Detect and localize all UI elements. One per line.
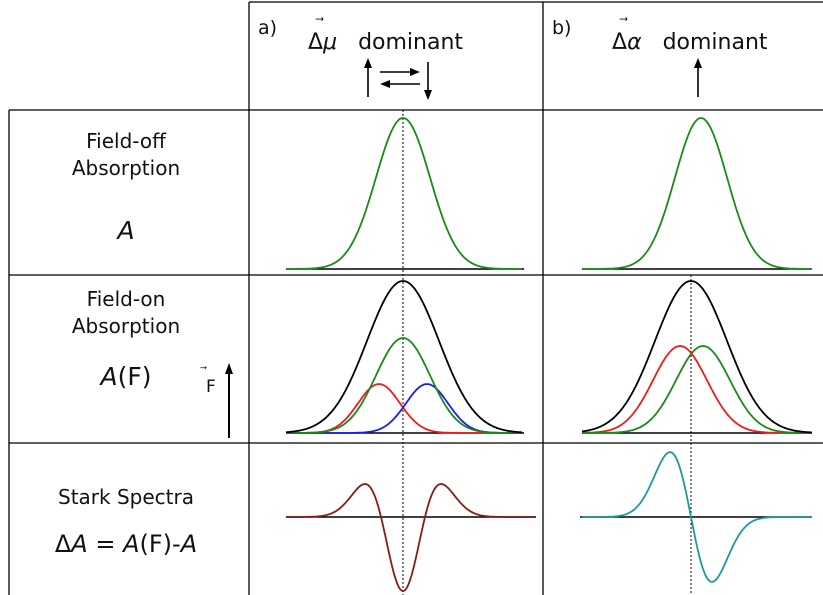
field-on-total-curve-a — [286, 280, 523, 434]
field-vector-label: F⃗ — [206, 377, 216, 397]
row-field-off-symbol: A — [117, 216, 135, 245]
row-field-on-label: Field-on Absorption — [71, 287, 181, 338]
delta-symbol: Δ — [612, 30, 628, 55]
row-stark-equation: ΔA = A(F)-A — [54, 530, 198, 558]
row-field-off-label: Field-off Absorption — [71, 129, 181, 180]
field-on-total-curve-b — [581, 280, 813, 434]
column-title-b: Δα⃗ dominant — [612, 30, 768, 55]
field-on-red-band-b — [582, 345, 812, 434]
field-off-absorption-curve-a — [286, 117, 522, 270]
dominant-label: dominant — [662, 30, 768, 55]
panel-a-label: a) — [258, 17, 278, 39]
row-field-on-symbol: A(F) — [100, 362, 152, 391]
stark-spectrum-curve-a — [286, 483, 532, 592]
row-stark-label: Stark Spectra — [58, 485, 194, 509]
polarizability-symbol: α⃗ — [627, 30, 642, 55]
dominant-label: dominant — [358, 30, 464, 55]
table-grid — [8, 1, 823, 595]
field-on-green-band-b — [582, 345, 812, 434]
panel-b-label: b) — [552, 17, 572, 39]
field-off-absorption-curve-b — [582, 117, 812, 270]
field-on-center-band-a — [286, 337, 522, 434]
column-title-a: Δμ⃗ dominant — [308, 30, 463, 55]
delta-symbol: Δ — [308, 30, 324, 55]
field-on-red-shift-band-a — [286, 383, 522, 434]
stark-spectrum-curve-b — [582, 451, 812, 583]
field-vector-arrow — [225, 363, 233, 438]
dipole-arrows-a — [364, 58, 432, 100]
polarizability-arrow-b — [694, 58, 702, 97]
dipole-symbol: μ⃗ — [323, 30, 338, 55]
